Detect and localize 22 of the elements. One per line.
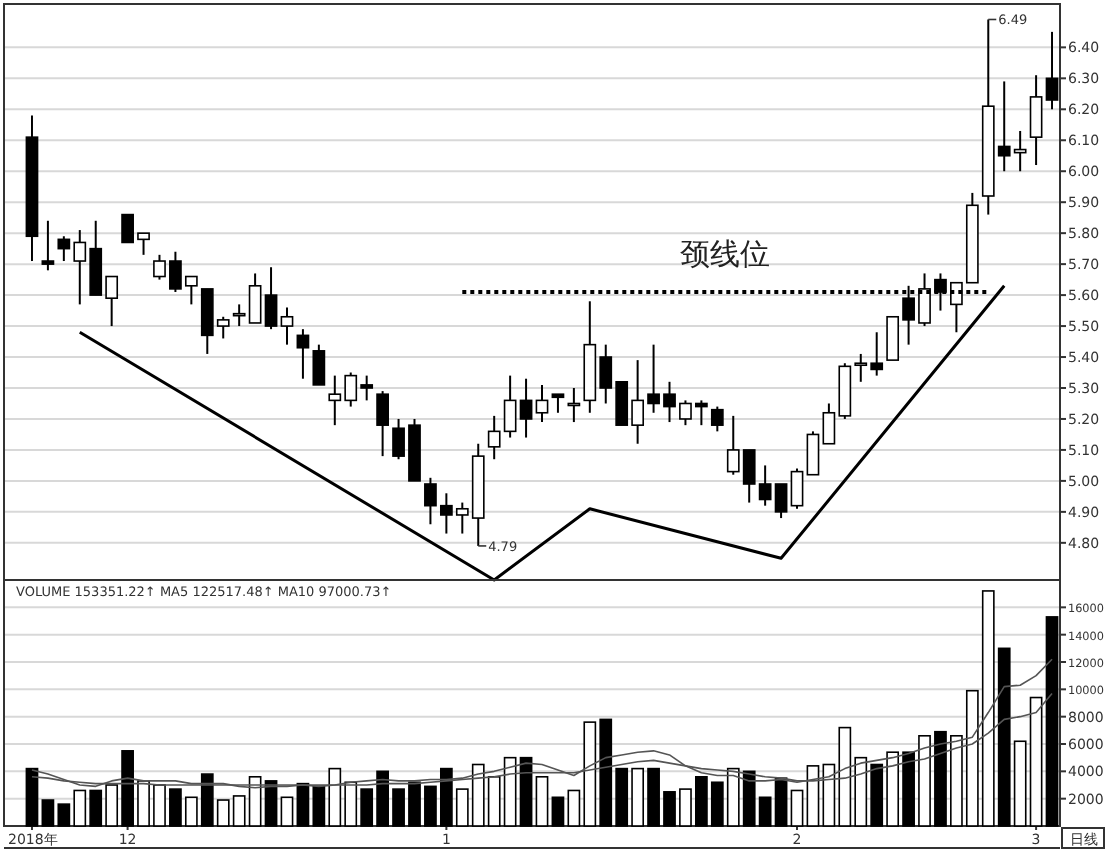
bar [535, 776, 549, 827]
line-series [31, 658, 1053, 789]
candlestick [376, 390, 389, 458]
line-series [78, 284, 1006, 582]
candlestick [551, 393, 565, 414]
series-label: 颈线位 [680, 236, 771, 272]
candlestick [41, 219, 55, 272]
candlestick [710, 405, 724, 433]
candlestick [790, 467, 804, 510]
bar [1045, 616, 1059, 827]
candlestick [296, 328, 310, 380]
candlestick [312, 343, 326, 386]
candlestick [806, 430, 820, 476]
candlestick [535, 383, 549, 424]
bar [790, 789, 804, 827]
bar [280, 796, 294, 827]
candlestick [264, 266, 278, 331]
candlestick [280, 306, 294, 346]
candlestick [1029, 74, 1043, 167]
bar [806, 765, 820, 827]
candlestick [567, 387, 581, 424]
bar [25, 767, 39, 827]
